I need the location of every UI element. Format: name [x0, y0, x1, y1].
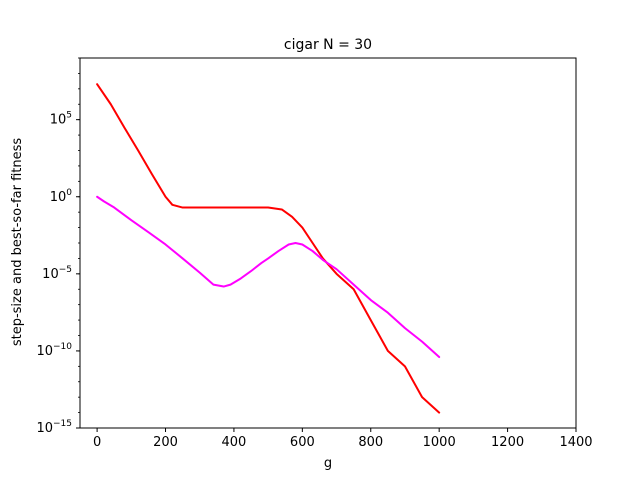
plot-area: 0 200 400 600 800 1000 1200 1400 10−15 10−10 10−5 1…	[36, 57, 593, 450]
y-tick-label: 10−10	[36, 342, 72, 359]
series-line-1	[96, 83, 441, 414]
chart-title: cigar N = 30	[284, 37, 372, 53]
series-line-2	[96, 195, 441, 359]
x-tick-label: 600	[290, 435, 315, 450]
x-axis-label: g	[324, 456, 332, 471]
x-tick-label: 1400	[559, 435, 592, 450]
x-tick-label: 1200	[491, 435, 524, 450]
x-tick-label: 400	[222, 435, 247, 450]
y-tick-label: 10−5	[42, 265, 72, 282]
x-tick-label: 800	[358, 435, 383, 450]
y-tick-label: 100	[50, 188, 73, 205]
x-tick-label: 200	[153, 435, 178, 450]
y-tick-label: 105	[50, 111, 72, 128]
x-tick-label: 0	[93, 435, 101, 450]
y-tick-label: 10−15	[36, 419, 72, 436]
y-axis-label: step-size and best-so-far fitness	[10, 138, 25, 347]
x-tick-label: 1000	[423, 435, 456, 450]
